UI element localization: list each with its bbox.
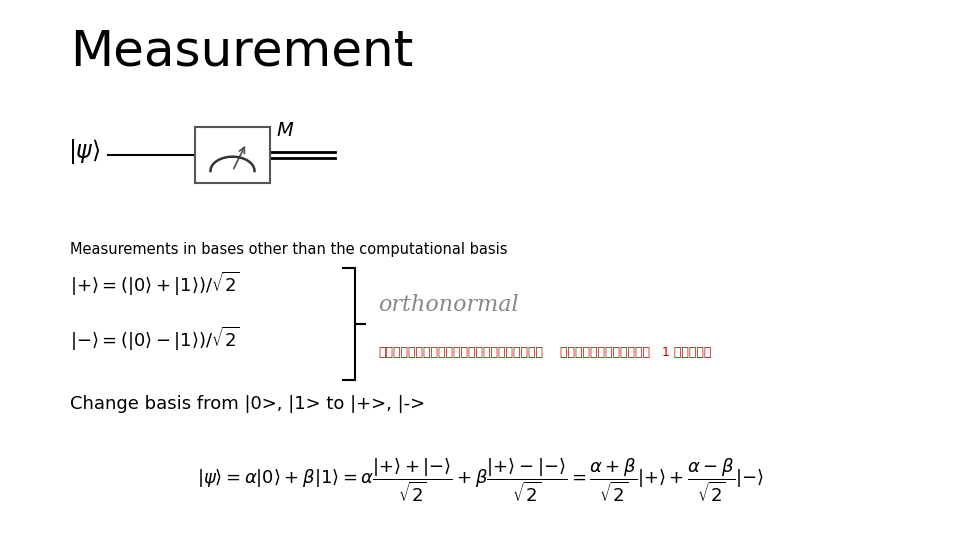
Text: $|\psi\rangle$: $|\psi\rangle$ bbox=[68, 138, 101, 166]
Text: และมีความยาว   1 หน่วย: และมีความยาว 1 หน่วย bbox=[560, 346, 711, 359]
Text: Measurements in bases other than the computational basis: Measurements in bases other than the com… bbox=[70, 242, 508, 257]
Text: orthonormal: orthonormal bbox=[378, 294, 518, 316]
Text: Change basis from |0>, |1> to |+>, |->: Change basis from |0>, |1> to |+>, |-> bbox=[70, 395, 425, 413]
Text: $|\psi\rangle = \alpha|0\rangle + \beta|1\rangle = \alpha\dfrac{|{+}\rangle + |{: $|\psi\rangle = \alpha|0\rangle + \beta|… bbox=[197, 456, 763, 504]
Text: $|{+}\rangle = (|0\rangle + |1\rangle)/\sqrt{2}$: $|{+}\rangle = (|0\rangle + |1\rangle)/\… bbox=[70, 270, 240, 298]
Text: $M$: $M$ bbox=[276, 121, 295, 140]
Text: Measurement: Measurement bbox=[70, 28, 414, 76]
FancyBboxPatch shape bbox=[195, 127, 270, 183]
Text: $|{-}\rangle = (|0\rangle - |1\rangle)/\sqrt{2}$: $|{-}\rangle = (|0\rangle - |1\rangle)/\… bbox=[70, 325, 240, 353]
Text: เวคเตอร์ทุกคตั้งฉากกัน: เวคเตอร์ทุกคตั้งฉากกัน bbox=[378, 346, 543, 359]
